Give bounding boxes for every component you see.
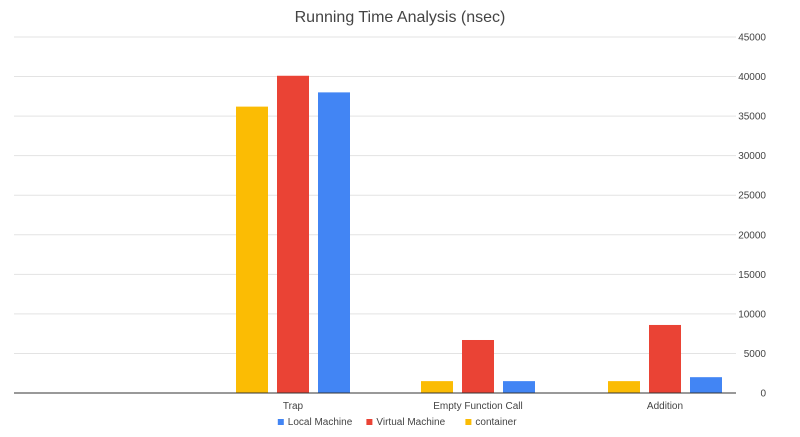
legend-swatch bbox=[277, 419, 284, 425]
y-tick-label: 30000 bbox=[738, 151, 766, 162]
y-tick-label: 5000 bbox=[744, 349, 767, 360]
y-tick-label: 40000 bbox=[738, 72, 766, 83]
legend-swatch bbox=[366, 419, 373, 425]
x-tick-label: Trap bbox=[283, 401, 304, 412]
bar-virtual-machine-empty-function-call bbox=[462, 339, 494, 393]
bar-container-empty-function-call bbox=[421, 381, 453, 393]
bar-local-machine-trap bbox=[318, 92, 350, 393]
legend-label: Local Machine bbox=[288, 417, 353, 428]
y-tick-label: 25000 bbox=[738, 191, 766, 202]
y-tick-label: 10000 bbox=[738, 309, 766, 320]
gridlines bbox=[14, 36, 736, 354]
bar-container-addition bbox=[608, 381, 640, 393]
y-tick-label: 0 bbox=[760, 389, 766, 400]
bar-virtual-machine-addition bbox=[649, 324, 681, 393]
x-tick-label: Empty Function Call bbox=[433, 401, 522, 412]
bar-local-machine-empty-function-call bbox=[503, 381, 535, 393]
legend-label: Virtual Machine bbox=[376, 417, 445, 428]
legend-label: container bbox=[475, 417, 517, 428]
bars bbox=[236, 75, 722, 394]
legend: Local Machine Virtual Machine container bbox=[277, 417, 517, 428]
bar-container-trap bbox=[236, 106, 268, 394]
y-tick-label: 45000 bbox=[738, 33, 766, 44]
legend-swatch bbox=[465, 419, 472, 425]
y-tick-label: 35000 bbox=[738, 112, 766, 123]
chart-title: Running Time Analysis (nsec) bbox=[295, 9, 506, 26]
bar-local-machine-addition bbox=[690, 377, 722, 393]
axes: 0 5000 10000 15000 20000 25000 30000 35000 40000… bbox=[14, 33, 767, 412]
y-tick-label: 15000 bbox=[738, 270, 766, 281]
bar-virtual-machine-trap bbox=[277, 75, 309, 394]
x-tick-label: Addition bbox=[647, 401, 683, 412]
y-tick-label: 20000 bbox=[738, 230, 766, 241]
